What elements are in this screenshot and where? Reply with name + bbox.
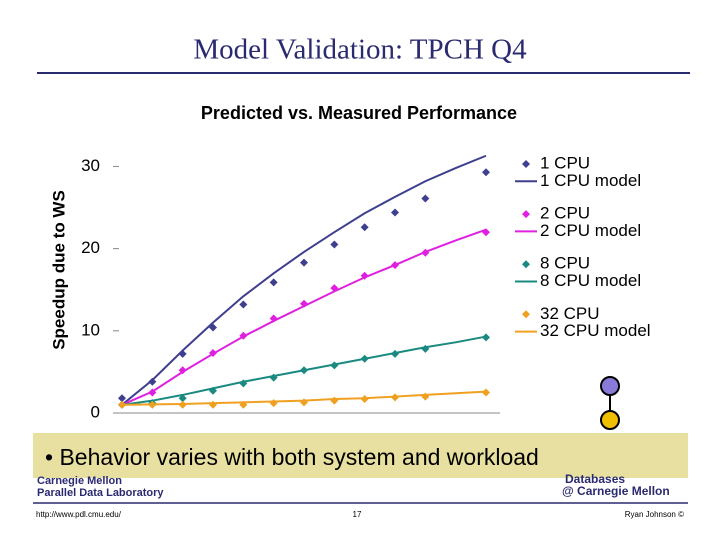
banner-text: • Behavior varies with both system and w… xyxy=(45,444,539,470)
data-point xyxy=(421,194,430,203)
legend-swatch xyxy=(522,210,530,219)
data-point xyxy=(300,398,308,407)
logo-left-line: Carnegie Mellon xyxy=(37,475,122,487)
legend-label: 32 CPU xyxy=(540,304,600,323)
footer-url: http://www.pdl.cmu.edu/ xyxy=(36,510,122,519)
data-point xyxy=(269,399,278,408)
data-point xyxy=(330,240,339,249)
legend-label: 2 CPU model xyxy=(540,221,641,240)
model-line xyxy=(121,228,487,406)
y-tick-label: 30 xyxy=(81,156,100,175)
logo-right-line: @ Carnegie Mellon xyxy=(562,484,670,498)
node-icon xyxy=(600,376,620,430)
model-line xyxy=(121,154,487,406)
data-point xyxy=(209,400,217,409)
logo-left-line: Parallel Data Laboratory xyxy=(37,487,164,499)
footer-author: Ryan Johnson © xyxy=(625,510,684,519)
data-point xyxy=(300,258,308,267)
legend-swatch xyxy=(522,160,530,168)
legend-label: 2 CPU xyxy=(540,204,590,223)
legend-label: 32 CPU model xyxy=(540,321,651,340)
slide-title: Model Validation: TPCH Q4 xyxy=(193,34,527,66)
data-point xyxy=(360,223,369,232)
data-point xyxy=(421,392,430,401)
data-point xyxy=(269,278,278,287)
data-point xyxy=(391,208,399,217)
y-tick-label: 20 xyxy=(81,238,100,257)
banner xyxy=(33,433,688,478)
legend-swatch xyxy=(522,310,530,319)
data-point xyxy=(330,396,339,405)
legend-label: 1 CPU xyxy=(540,153,590,172)
y-tick-label: 0 xyxy=(91,402,100,421)
page-number: 17 xyxy=(353,510,362,519)
data-point xyxy=(482,228,490,237)
model-line xyxy=(121,335,487,406)
legend-label: 1 CPU model xyxy=(540,171,641,190)
chart-title: Predicted vs. Measured Performance xyxy=(201,103,517,123)
model-line xyxy=(121,390,487,406)
data-point xyxy=(239,300,248,309)
y-axis-label: Speedup due to WS xyxy=(49,190,68,350)
legend-label: 8 CPU model xyxy=(540,271,641,290)
legend-swatch xyxy=(522,260,530,269)
logo-right-line: Databases xyxy=(565,472,625,486)
data-point xyxy=(482,168,490,177)
data-point xyxy=(118,394,126,403)
legend-label: 8 CPU xyxy=(540,254,590,273)
data-point xyxy=(148,377,157,386)
y-tick-label: 10 xyxy=(81,320,100,339)
